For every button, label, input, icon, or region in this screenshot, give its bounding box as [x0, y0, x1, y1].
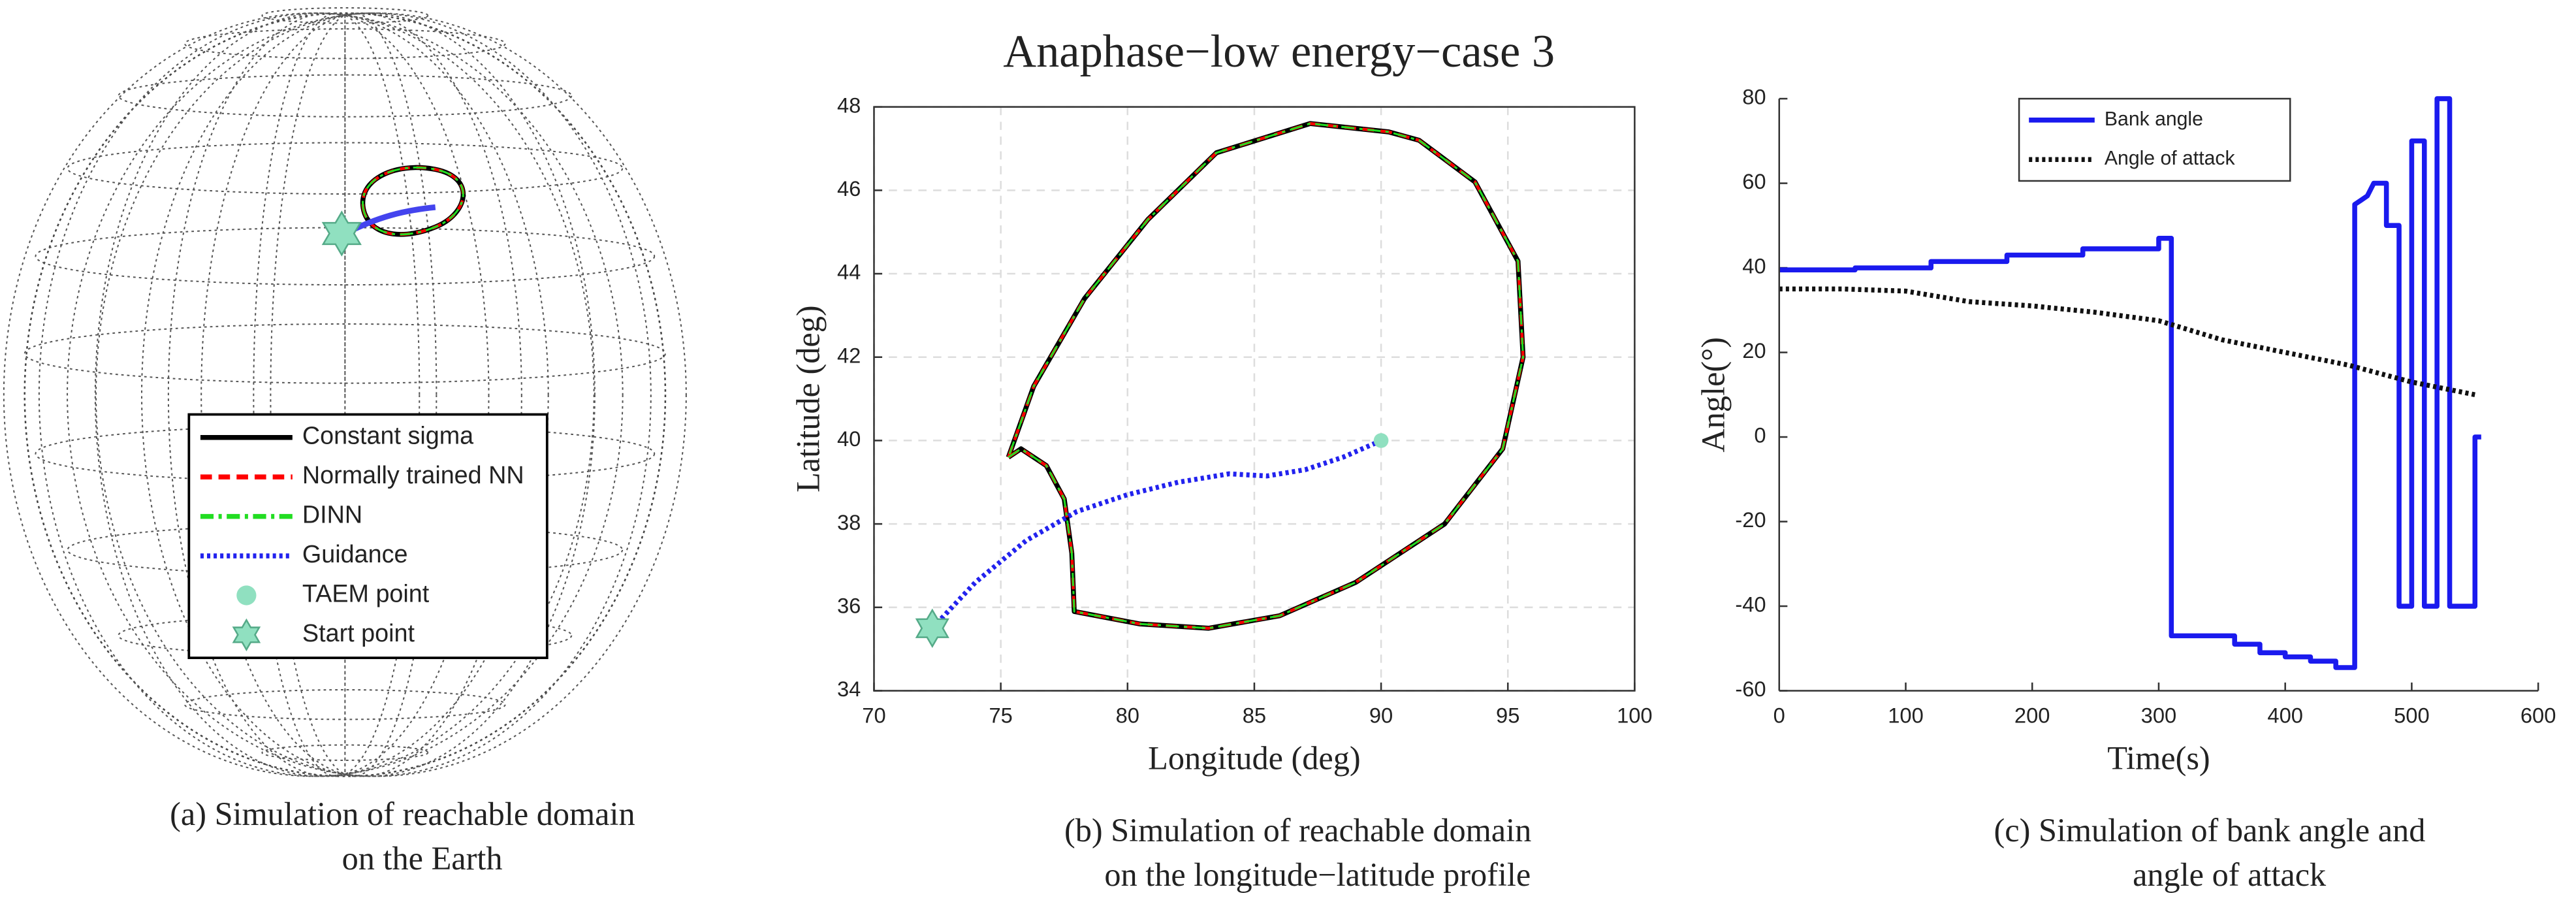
meridian	[38, 12, 595, 777]
caption: on the longitude−latitude profile	[1104, 856, 1531, 893]
x-tick-label: 300	[2141, 703, 2177, 727]
y-tick-label: 38	[837, 510, 861, 534]
y-tick-label: 34	[837, 677, 861, 701]
meridian	[141, 12, 596, 777]
parallel	[118, 613, 573, 657]
series-line	[1779, 96, 2481, 670]
y-axis-label: Latitude (deg)	[789, 305, 826, 493]
caption: (c) Simulation of bank angle and	[1994, 812, 2426, 848]
legend-label: Start point	[302, 619, 415, 647]
parallel	[67, 142, 624, 195]
legend-label: Bank angle	[2105, 108, 2203, 130]
legend-marker	[236, 585, 257, 606]
series-line	[930, 438, 1382, 630]
x-tick-label: 0	[1773, 703, 1785, 727]
legend-label: TAEM point	[302, 579, 430, 607]
y-axis-label: Angle(°)	[1695, 337, 1732, 453]
parallel	[67, 523, 624, 577]
x-tick-label: 80	[1116, 703, 1139, 727]
parallel	[261, 7, 429, 24]
legend-label: DINN	[302, 501, 362, 528]
y-tick-label: -60	[1735, 677, 1766, 701]
x-tick-label: 100	[1617, 703, 1653, 727]
y-tick-label: 36	[837, 593, 861, 617]
legend-box	[187, 413, 549, 660]
x-tick-label: 400	[2267, 703, 2303, 727]
x-tick-label: 90	[1369, 703, 1393, 727]
x-tick-label: 500	[2394, 703, 2430, 727]
chart-title: Anaphase−low energy−case 3	[1003, 26, 1555, 77]
series-line	[1779, 286, 2476, 397]
x-tick-label: 200	[2014, 703, 2050, 727]
legend-box	[2018, 97, 2291, 182]
y-tick-label: 80	[1742, 85, 1766, 109]
globe-grid	[3, 7, 687, 777]
y-tick-label: 40	[837, 427, 861, 451]
parallel	[184, 28, 506, 59]
x-tick-label: 70	[862, 703, 885, 727]
y-tick-label: 40	[1742, 254, 1766, 278]
globe	[343, 165, 466, 237]
globe-outline	[24, 12, 667, 777]
parallel	[35, 227, 656, 286]
caption: (a) Simulation of reachable domain	[170, 796, 635, 832]
meridian	[95, 12, 652, 777]
caption: (b) Simulation of reachable domain	[1064, 812, 1531, 848]
meridian	[167, 12, 490, 777]
legend-label: Guidance	[302, 540, 408, 568]
legend-label: Constant sigma	[302, 422, 473, 449]
globe-domain-dinn	[362, 166, 464, 236]
meridian	[94, 12, 549, 777]
taem-point	[1373, 433, 1389, 448]
x-tick-label: 75	[989, 703, 1012, 727]
y-tick-label: 46	[837, 176, 861, 201]
y-tick-label: 44	[837, 260, 861, 284]
globe-start-point	[321, 210, 362, 257]
series-line	[1007, 122, 1525, 630]
parallel	[261, 744, 429, 761]
y-tick-label: -40	[1735, 592, 1766, 617]
meridian	[253, 12, 421, 777]
legend: Bank angle Angle of attack	[2018, 97, 2291, 182]
legend: Constant sigma Normally trained NN DINN Gui…	[187, 413, 549, 660]
x-tick-label: 100	[1888, 703, 1924, 727]
y-tick-label: 48	[837, 93, 861, 117]
meridian	[67, 12, 687, 777]
legend-label: Normally trained NN	[302, 461, 524, 489]
parallel	[24, 323, 666, 384]
meridian	[270, 12, 437, 777]
y-tick-label: 0	[1754, 423, 1766, 447]
y-tick-label: -20	[1735, 508, 1766, 532]
caption: on the Earth	[342, 840, 503, 877]
y-tick-label: 60	[1742, 169, 1766, 193]
parallel	[35, 424, 656, 483]
meridian	[3, 12, 624, 777]
start-point	[915, 608, 949, 649]
x-tick-label: 600	[2520, 703, 2556, 727]
caption: angle of attack	[2133, 856, 2327, 893]
y-tick-label: 20	[1742, 338, 1766, 363]
x-axis-label: Longitude (deg)	[1148, 739, 1361, 776]
y-tick-label: 42	[837, 343, 861, 367]
meridian	[200, 12, 522, 777]
x-tick-label: 95	[1496, 703, 1519, 727]
globe-domain-nn	[361, 166, 465, 236]
legend-label: Angle of attack	[2105, 148, 2236, 169]
axes-box	[873, 106, 1636, 692]
x-tick-label: 85	[1243, 703, 1266, 727]
x-axis-label: Time(s)	[2107, 739, 2210, 776]
parallel	[184, 689, 506, 720]
plot-area	[874, 106, 1635, 691]
legend-marker	[232, 618, 261, 652]
